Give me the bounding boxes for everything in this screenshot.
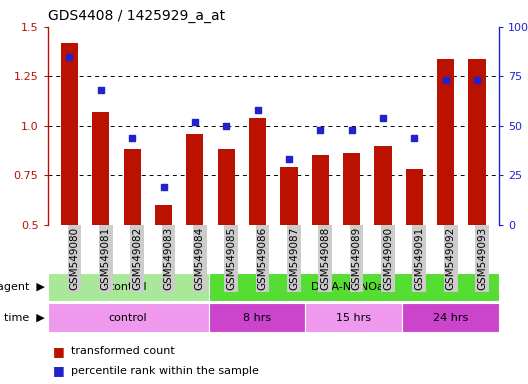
Bar bbox=[155, 205, 172, 225]
Bar bbox=[280, 167, 298, 225]
Text: GSM549093: GSM549093 bbox=[477, 227, 487, 290]
Text: GSM549092: GSM549092 bbox=[446, 227, 456, 290]
Bar bbox=[61, 43, 78, 225]
Point bbox=[191, 119, 199, 125]
Point bbox=[128, 134, 136, 141]
Bar bbox=[312, 156, 329, 225]
Point bbox=[379, 115, 387, 121]
Text: GSM549083: GSM549083 bbox=[164, 227, 174, 290]
Text: agent  ▶: agent ▶ bbox=[0, 282, 45, 292]
Point bbox=[222, 123, 230, 129]
Text: GSM549084: GSM549084 bbox=[195, 227, 205, 290]
Point bbox=[97, 87, 105, 93]
Text: control: control bbox=[109, 313, 147, 323]
Bar bbox=[209, 303, 306, 332]
Text: control: control bbox=[109, 282, 147, 292]
Point bbox=[473, 77, 481, 83]
Text: 8 hrs: 8 hrs bbox=[243, 313, 271, 323]
Text: GSM549086: GSM549086 bbox=[258, 227, 268, 290]
Point bbox=[253, 107, 262, 113]
Bar bbox=[402, 303, 499, 332]
Point bbox=[285, 156, 293, 162]
Point bbox=[65, 53, 74, 60]
Bar bbox=[343, 154, 360, 225]
Bar bbox=[48, 303, 209, 332]
Bar bbox=[306, 303, 402, 332]
Bar bbox=[249, 118, 266, 225]
Text: ■: ■ bbox=[53, 364, 64, 377]
Text: GSM549091: GSM549091 bbox=[414, 227, 425, 290]
Text: GSM549081: GSM549081 bbox=[101, 227, 111, 290]
Text: DETA-NONOate: DETA-NONOate bbox=[312, 282, 397, 292]
Point bbox=[441, 77, 450, 83]
Text: GSM549082: GSM549082 bbox=[132, 227, 142, 290]
Text: 24 hrs: 24 hrs bbox=[433, 313, 468, 323]
Text: GSM549090: GSM549090 bbox=[383, 227, 393, 290]
Bar bbox=[468, 58, 486, 225]
Text: percentile rank within the sample: percentile rank within the sample bbox=[71, 366, 259, 376]
Text: transformed count: transformed count bbox=[71, 346, 175, 356]
Text: time  ▶: time ▶ bbox=[4, 313, 45, 323]
Bar bbox=[92, 112, 109, 225]
Text: 15 hrs: 15 hrs bbox=[336, 313, 371, 323]
Bar bbox=[437, 58, 454, 225]
Text: ■: ■ bbox=[53, 345, 64, 358]
Bar bbox=[209, 273, 499, 301]
Point bbox=[159, 184, 168, 190]
Point bbox=[347, 127, 356, 133]
Point bbox=[410, 134, 419, 141]
Text: GDS4408 / 1425929_a_at: GDS4408 / 1425929_a_at bbox=[48, 9, 224, 23]
Text: GSM549080: GSM549080 bbox=[70, 227, 80, 290]
Text: GSM549087: GSM549087 bbox=[289, 227, 299, 290]
Point bbox=[316, 127, 325, 133]
Text: GSM549089: GSM549089 bbox=[352, 227, 362, 290]
Bar bbox=[218, 149, 235, 225]
Bar bbox=[374, 146, 392, 225]
Bar bbox=[48, 273, 209, 301]
Text: GSM549088: GSM549088 bbox=[320, 227, 331, 290]
Bar bbox=[186, 134, 203, 225]
Text: GSM549085: GSM549085 bbox=[226, 227, 236, 290]
Bar bbox=[406, 169, 423, 225]
Bar bbox=[124, 149, 141, 225]
